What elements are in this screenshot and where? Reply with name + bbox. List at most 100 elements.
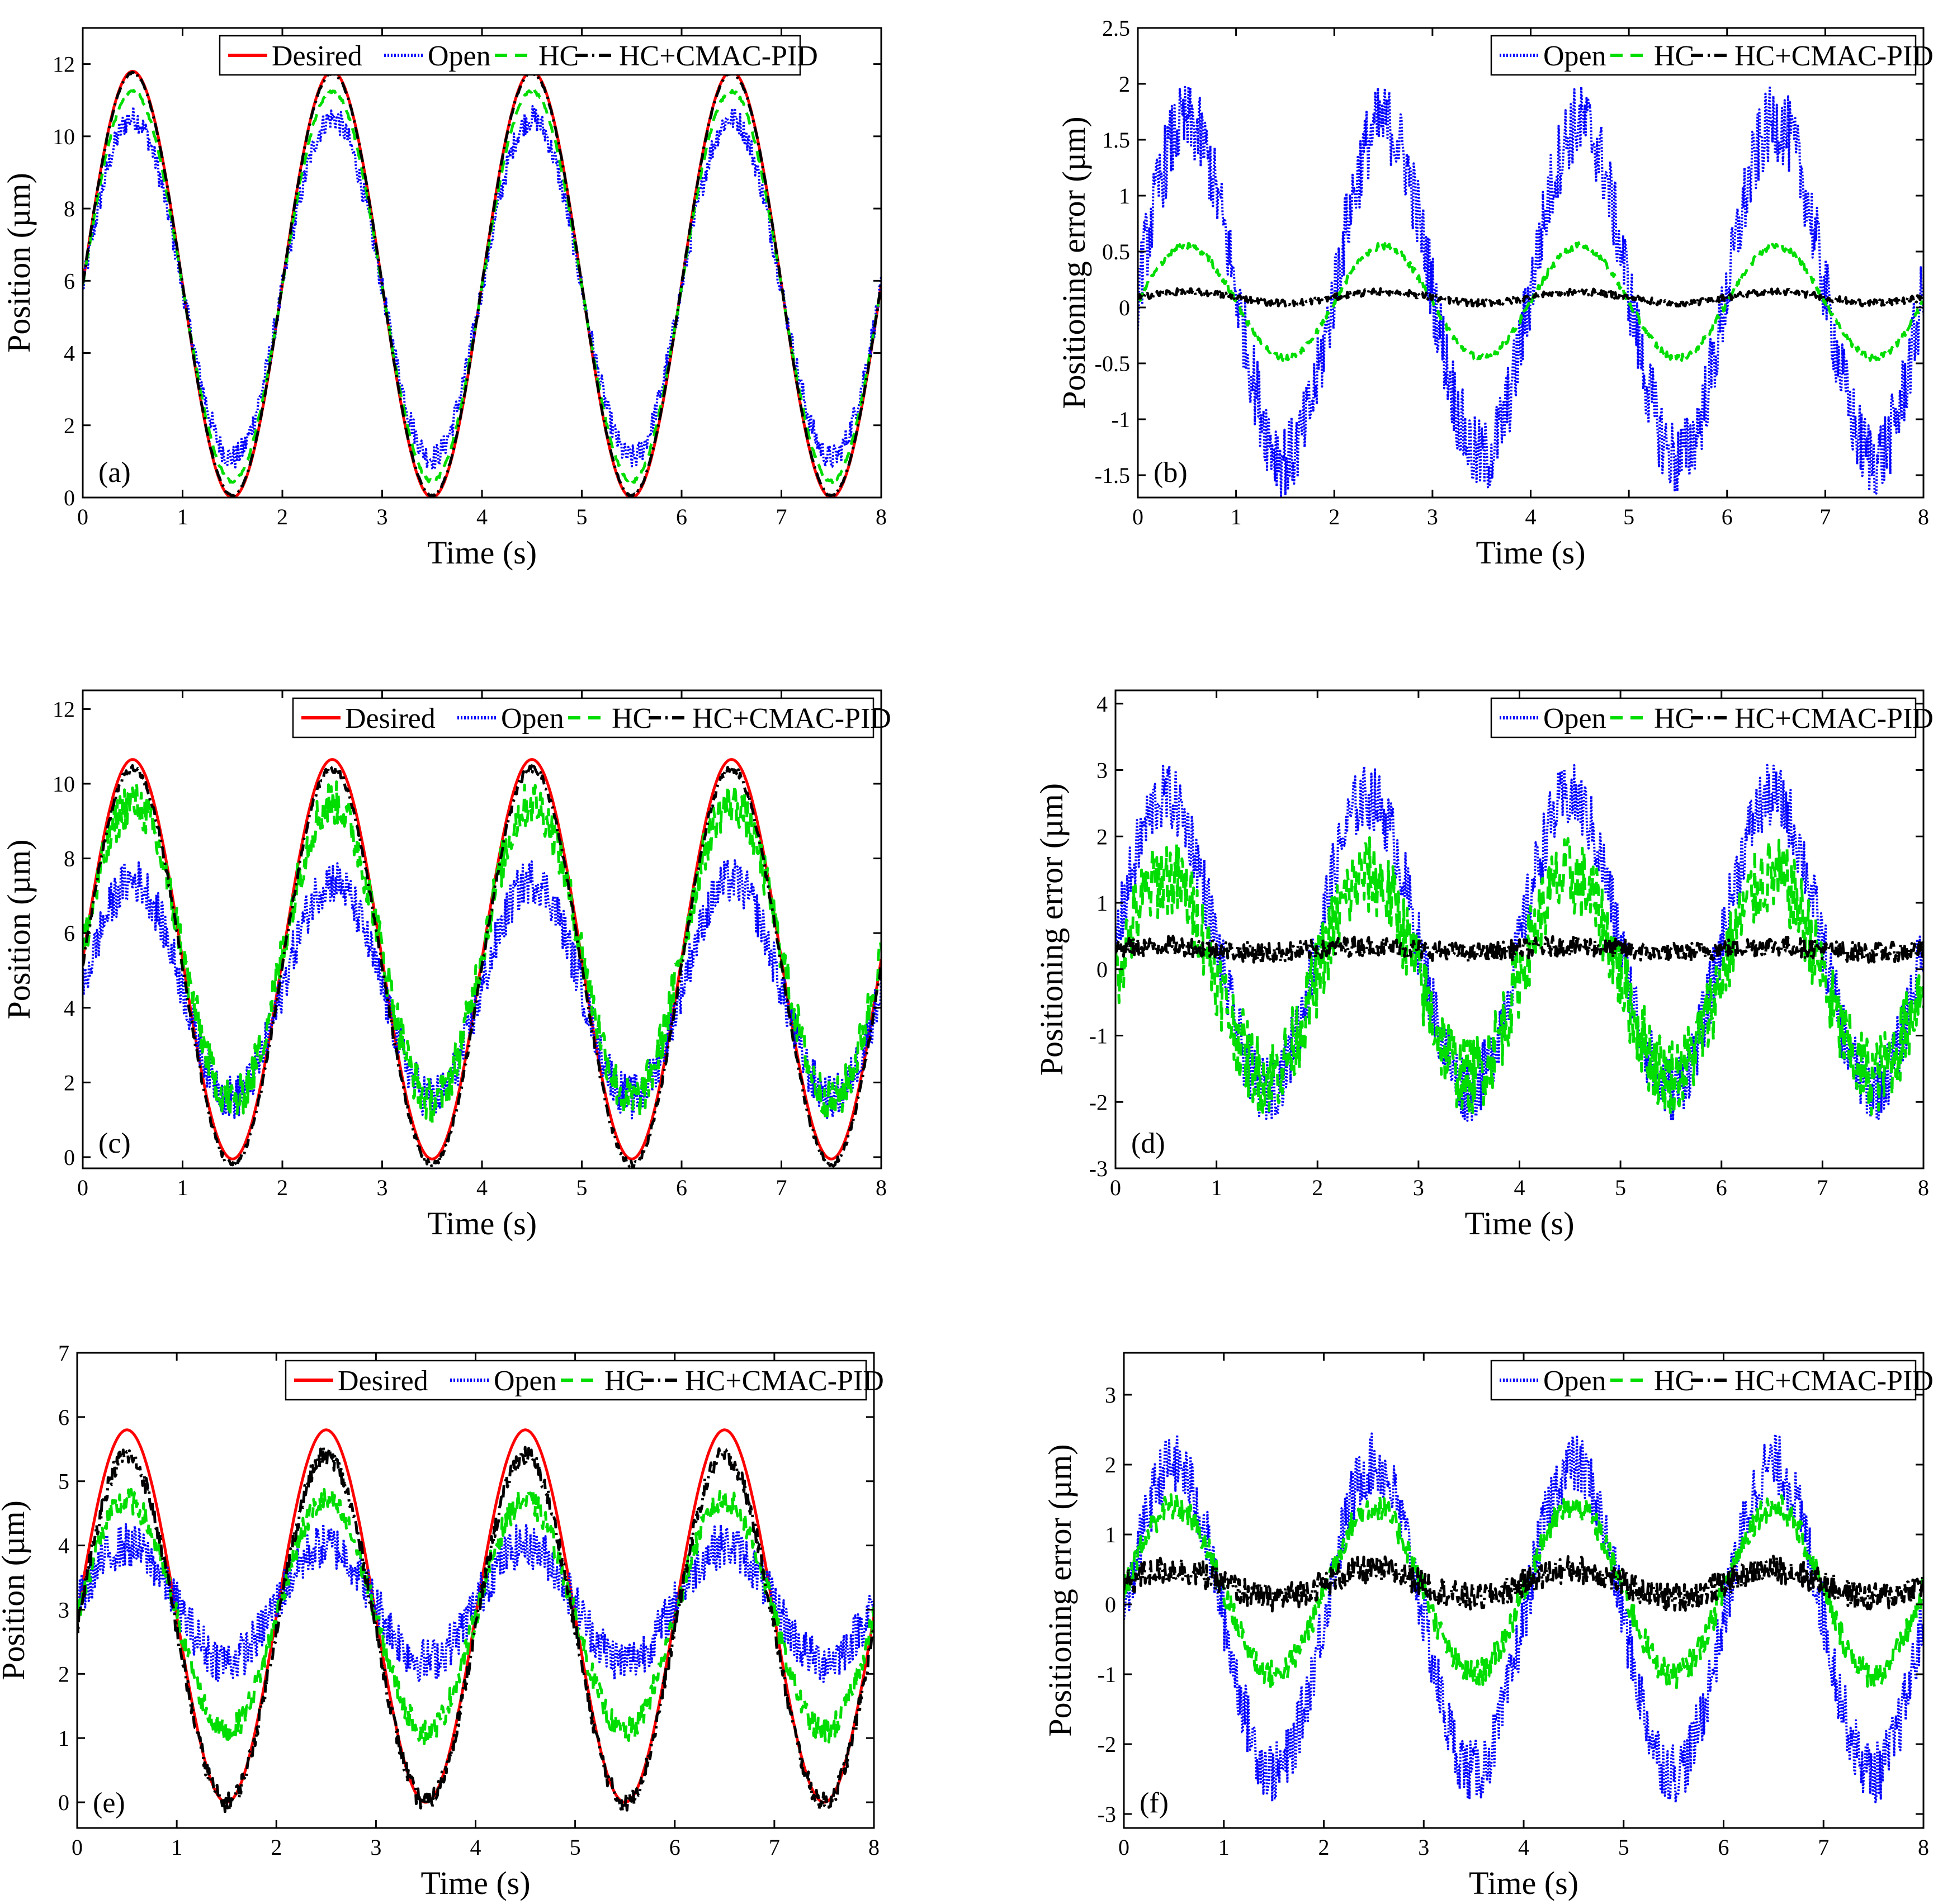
x-tick-label: 4 [470,1835,481,1860]
series-line-hc-cmac-pid [1124,1555,1923,1613]
legend-entry: HC+CMAC-PID [1734,1365,1934,1397]
y-tick-label: 8 [64,846,75,872]
y-tick-label: 5 [58,1469,69,1494]
legend-entry: Open [494,1365,557,1397]
series-group [1124,1432,1923,1804]
series-line-hc-cmac-pid [83,764,881,1168]
y-tick-label: 4 [58,1533,69,1559]
y-tick-label: -1 [1089,1024,1108,1049]
y-tick-label: 2.5 [1102,16,1130,41]
x-tick-label: 8 [1918,1175,1929,1200]
legend-entry: Open [1543,1365,1606,1397]
x-tick-label: 3 [370,1835,381,1860]
panel-label: (e) [93,1787,125,1819]
x-tick-label: 2 [1312,1175,1323,1200]
y-tick-label: -0.5 [1095,351,1130,376]
x-tick-label: 1 [177,1175,188,1200]
y-tick-label: 10 [53,124,75,149]
legend-box [292,697,875,738]
x-tick-label: 6 [669,1835,680,1860]
x-tick-label: 0 [77,1175,88,1200]
x-tick-label: 2 [1329,504,1340,529]
y-axis-label: Position (µm) [1,173,37,353]
series-line-hc [83,780,881,1125]
series-line-hc [77,1488,874,1746]
series-line-hc [1124,1492,1923,1689]
y-tick-label: 0 [58,1790,69,1815]
legend-entry: HC+CMAC-PID [692,703,891,735]
series-line-open [1124,1432,1923,1804]
x-tick-label: 4 [1514,1175,1525,1200]
y-tick-label: 6 [58,1405,69,1430]
x-tick-label: 0 [72,1835,83,1860]
x-tick-label: 6 [1722,504,1733,529]
series-line-open [1115,763,1923,1122]
x-tick-label: 5 [576,504,588,529]
x-tick-label: 6 [1716,1175,1727,1200]
x-axis-label: Time (s) [427,534,537,571]
x-tick-label: 2 [277,1175,288,1200]
x-tick-label: 5 [1618,1835,1629,1860]
legend-entry: Open [1543,703,1606,735]
x-tick-label: 0 [1118,1835,1129,1860]
panel-label: (c) [98,1128,131,1159]
y-tick-label: 6 [64,268,75,293]
x-tick-label: 7 [776,504,787,529]
x-tick-label: 8 [876,1175,887,1200]
x-tick-label: 6 [1718,1835,1729,1860]
x-tick-label: 3 [377,504,388,529]
x-tick-label: 1 [171,1835,182,1860]
x-tick-label: 7 [776,1175,787,1200]
x-tick-label: 5 [570,1835,581,1860]
panel-label: (f) [1140,1787,1169,1819]
y-tick-label: 3 [58,1597,69,1622]
legend-entry: HC+CMAC-PID [1734,703,1934,735]
panel-label: (d) [1131,1128,1165,1159]
y-tick-label: 0 [1105,1592,1116,1617]
y-tick-label: 2 [64,413,75,438]
series-group [1138,86,1923,497]
legend-entry: Open [501,703,564,735]
y-tick-label: 1.5 [1102,127,1130,153]
legend-entry: HC [612,703,652,735]
series-group [83,758,881,1168]
legend-entry: Open [1543,40,1606,72]
y-tick-label: 0 [64,485,75,510]
legend-entry: HC [538,40,579,72]
x-tick-label: 5 [1615,1175,1626,1200]
y-tick-label: -1.5 [1095,463,1130,488]
x-tick-label: 5 [576,1175,588,1200]
x-tick-label: 1 [1231,504,1242,529]
y-tick-label: 4 [64,341,75,366]
x-tick-label: 6 [676,1175,687,1200]
legend: Desired Open HC HC+CMAC-PID [219,35,818,76]
x-tick-label: 4 [1525,504,1537,529]
y-tick-label: 2 [1096,824,1108,849]
x-tick-label: 2 [271,1835,282,1860]
series-group [83,70,881,498]
series-line-open [77,1523,874,1683]
y-tick-label: 1 [1119,183,1130,209]
x-tick-label: 2 [1318,1835,1330,1860]
legend: Desired Open HC HC+CMAC-PID [292,697,891,738]
x-tick-label: 7 [1818,1835,1829,1860]
x-tick-label: 4 [476,504,488,529]
series-group [77,1428,874,1813]
x-tick-label: 7 [1819,504,1831,529]
x-tick-label: 0 [1110,1175,1121,1200]
y-tick-label: 0.5 [1102,239,1130,264]
series-line-open [1138,86,1923,497]
y-tick-label: 12 [53,52,75,77]
series-line-hc [1138,241,1923,362]
legend-entry: Desired [338,1365,428,1397]
y-axis-label: Position (µm) [0,1500,31,1680]
x-axis-label: Time (s) [1464,1205,1574,1242]
x-tick-label: 3 [377,1175,388,1200]
y-tick-label: 4 [1096,691,1108,717]
series-line-hc-cmac-pid [1115,935,1923,964]
x-tick-label: 8 [876,504,887,529]
y-axis-label: Position (µm) [1,840,37,1020]
x-tick-label: 7 [1817,1175,1828,1200]
legend-entry: HC+CMAC-PID [619,40,818,72]
